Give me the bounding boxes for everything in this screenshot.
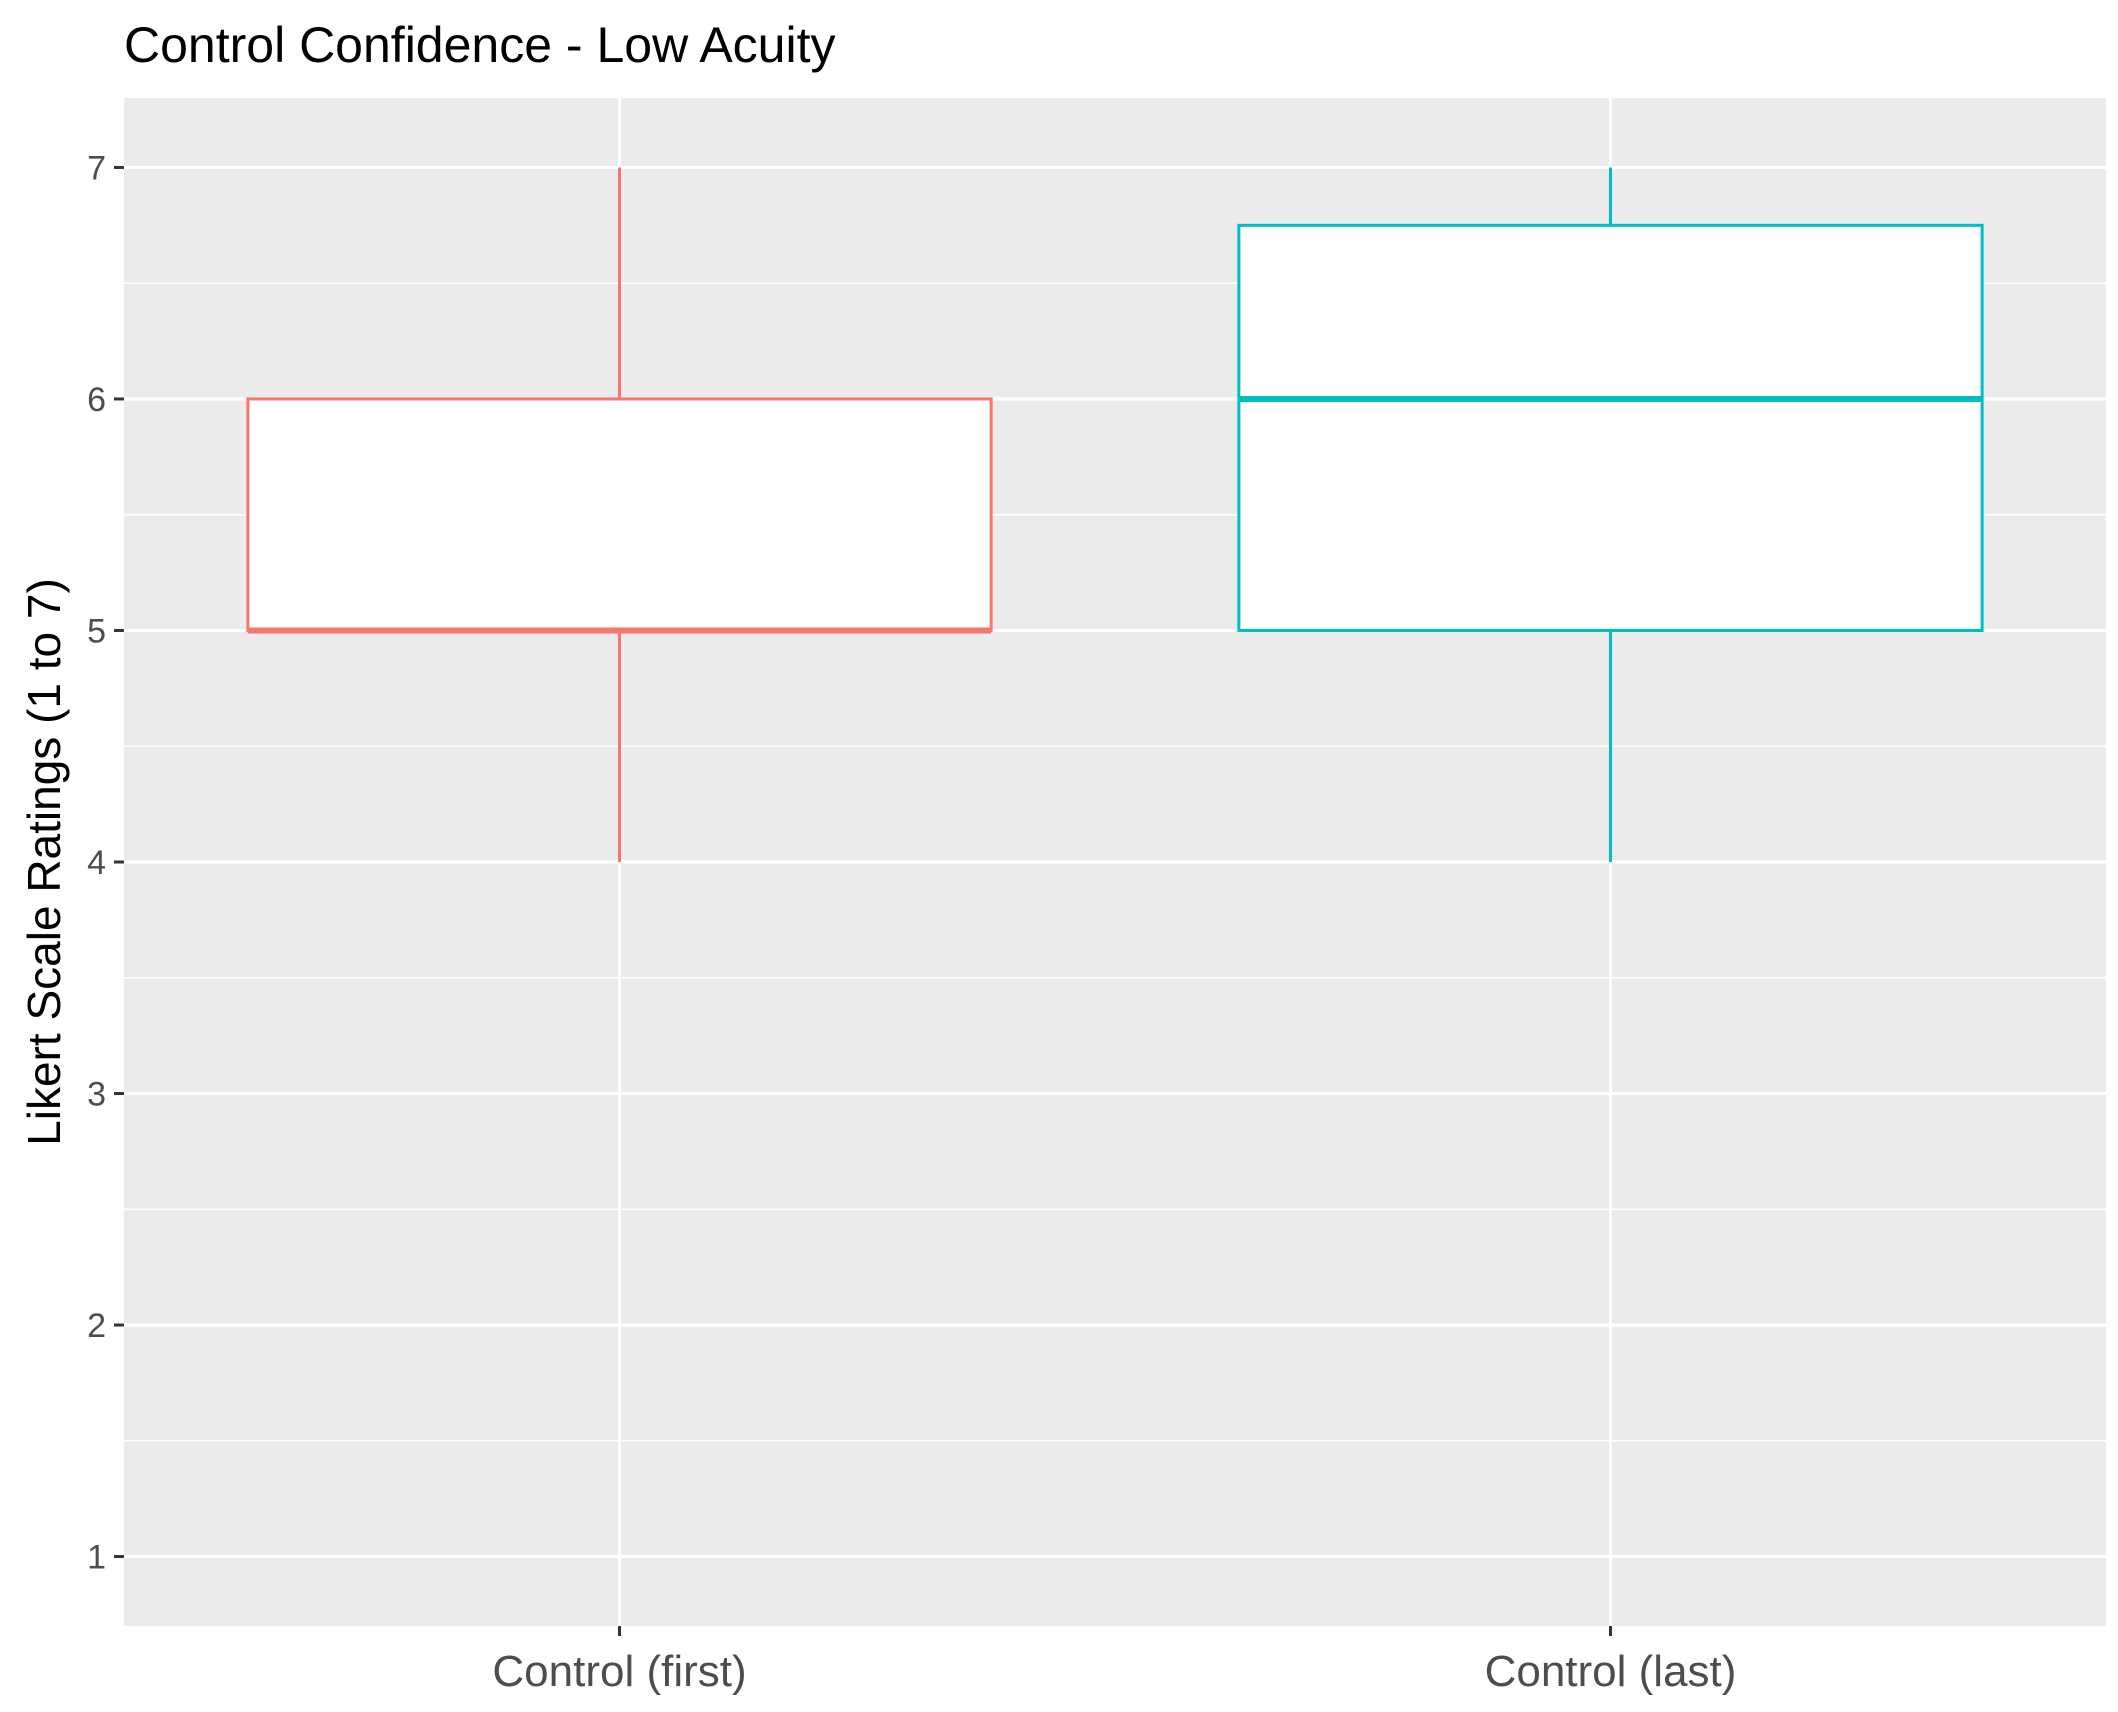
y-tick-label: 2 bbox=[87, 1307, 106, 1345]
x-tick-label: Control (last) bbox=[1485, 1647, 1737, 1696]
x-axis: Control (first) Control (last) bbox=[492, 1626, 1736, 1696]
y-tick-label: 7 bbox=[87, 149, 106, 187]
y-tick-label: 3 bbox=[87, 1076, 106, 1114]
box-iqr bbox=[246, 397, 993, 632]
box-control-first bbox=[246, 167, 993, 862]
y-tick-label: 4 bbox=[87, 844, 106, 882]
y-tick-label: 5 bbox=[87, 612, 106, 650]
y-axis-label: Likert Scale Ratings (1 to 7) bbox=[18, 578, 70, 1146]
box-control-last bbox=[1237, 167, 1984, 862]
boxes-layer bbox=[246, 167, 1984, 862]
y-axis: 1 2 3 4 5 6 7 bbox=[87, 149, 124, 1577]
y-tick-label: 1 bbox=[87, 1539, 106, 1577]
y-tick-label: 6 bbox=[87, 381, 106, 419]
box-iqr bbox=[1237, 223, 1984, 632]
x-tick-label: Control (first) bbox=[492, 1647, 746, 1696]
chart-title: Control Confidence - Low Acuity bbox=[124, 17, 835, 73]
